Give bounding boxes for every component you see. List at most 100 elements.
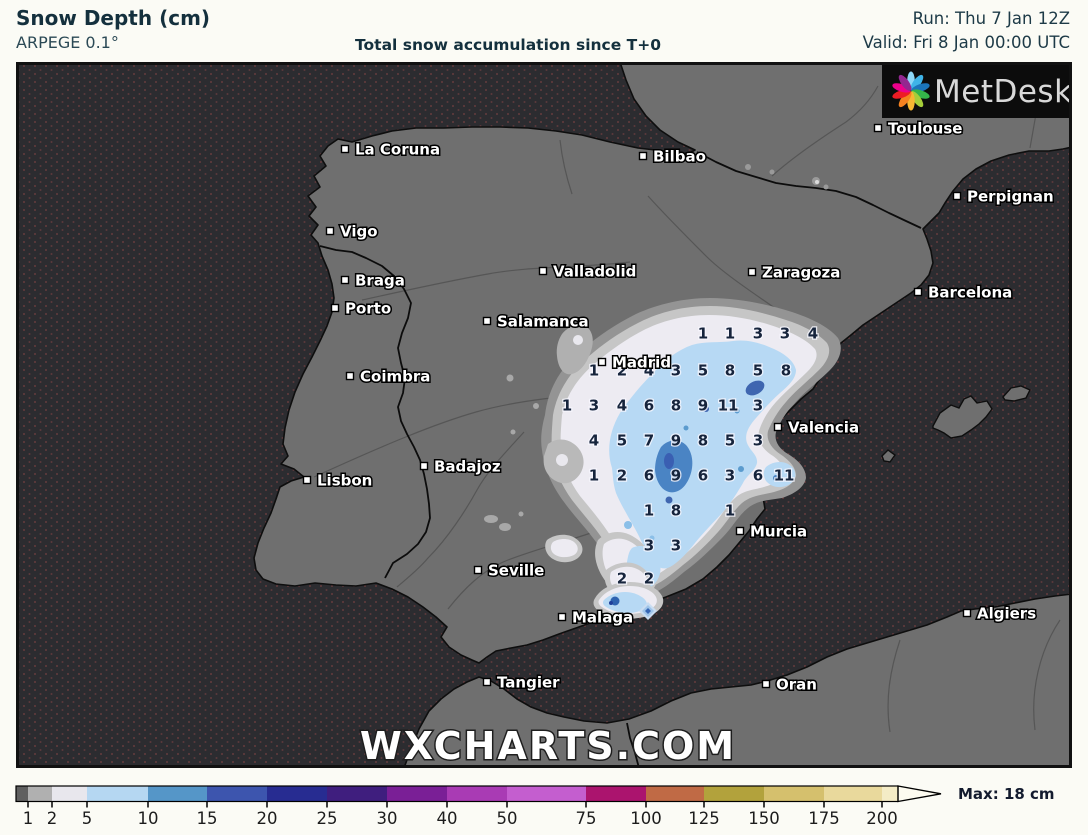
legend-tick-labels: 1 2 5 10 15 20 25 30 40 50 75 100 125 150 175 200	[23, 809, 898, 828]
legend-tick-label: 175	[808, 809, 840, 828]
snow-value: 7	[644, 432, 654, 450]
snow-value: 6	[644, 397, 654, 415]
snow-value: 2	[617, 467, 627, 485]
header: Snow Depth (cm) ARPEGE 0.1° Total snow a…	[0, 0, 1088, 62]
city-marker	[345, 371, 355, 381]
legend-segment	[824, 786, 882, 802]
snow-value: 6	[644, 467, 654, 485]
legend-tick-label: 2	[47, 809, 58, 828]
city-marker	[952, 191, 962, 201]
snow-band-15cm	[655, 440, 693, 493]
snow-value: 1	[725, 502, 735, 520]
pinwheel-petal	[910, 74, 924, 91]
legend-segment	[52, 786, 87, 802]
border-morocco-algeria	[626, 722, 640, 768]
city-label: Murcia	[750, 523, 807, 541]
city-label: Porto	[345, 300, 391, 318]
city-marker	[873, 123, 883, 133]
legend-segment	[447, 786, 507, 802]
snow-value: 6	[753, 467, 763, 485]
snow-value: 1	[644, 502, 654, 520]
valid-time: Valid: Fri 8 Jan 00:00 UTC	[862, 33, 1070, 52]
snow-core-18cm	[664, 453, 674, 469]
snow-value: 5	[753, 362, 763, 380]
watermark: WXCHARTS.COM	[360, 724, 736, 768]
snow-value: 1	[698, 325, 708, 343]
city-marker	[761, 679, 771, 689]
city-marker	[597, 357, 607, 367]
city-marker	[419, 461, 429, 471]
pinwheel-petal	[898, 74, 912, 91]
snow-value: 2	[617, 362, 627, 380]
city-label: Oran	[776, 676, 817, 694]
snow-value: 1	[562, 397, 572, 415]
city-label: Vigo	[340, 223, 378, 241]
snow-value: 6	[698, 467, 708, 485]
legend-segment	[704, 786, 764, 802]
run-time: Run: Thu 7 Jan 12Z	[912, 9, 1070, 28]
snow-value: 11	[774, 467, 795, 485]
snow-value: 4	[808, 325, 818, 343]
legend-tick-label: 200	[866, 809, 898, 828]
snow-value: 3	[671, 362, 681, 380]
city-label: Malaga	[572, 609, 633, 627]
legend-segment	[507, 786, 586, 802]
legend-tick-label: 50	[497, 809, 518, 828]
snow-value-labels: 1 1 3 3 41 2 4 3 5 8 5 81 3 4 6 8 9 11 34 5 7 9 8 5 31 2 6 9 6 3 6 111 8…	[561, 323, 820, 589]
city-label: La Coruna	[355, 141, 440, 159]
pinwheel-petal	[911, 89, 930, 99]
legend-segment	[327, 786, 387, 802]
snow-value: 3	[753, 432, 763, 450]
city-marker	[735, 526, 745, 536]
legend-segment	[267, 786, 327, 802]
border-spain-france	[696, 151, 922, 229]
snow-value: 11	[718, 397, 739, 415]
legend-tick-label: 15	[197, 809, 218, 828]
legend-segment	[148, 786, 207, 802]
city-marker	[913, 287, 923, 297]
legend-tick-label: 25	[317, 809, 338, 828]
legend-segment	[16, 786, 28, 802]
legend-segment	[87, 786, 148, 802]
city-label: Zaragoza	[762, 264, 840, 282]
city-label: Madrid	[612, 354, 671, 372]
snow-value: 8	[671, 397, 681, 415]
legend-tick-label: 30	[377, 809, 398, 828]
snow-value: 3	[780, 325, 790, 343]
accumulation-subtitle: Total snow accumulation since T+0	[354, 36, 662, 54]
legend-tick-label: 100	[630, 809, 662, 828]
city-marker	[473, 565, 483, 575]
weather-map: 1 1 3 3 41 2 4 3 5 8 5 81 3 4 6 8 9 11 34 5 7 9 8 5 31 2 6 9 6 3 6 111 8…	[16, 62, 1072, 768]
city-marker	[538, 266, 548, 276]
legend-arrow-icon	[897, 785, 942, 803]
snow-value: 5	[698, 362, 708, 380]
pinwheel-petal	[898, 91, 912, 108]
snow-value: 3	[725, 467, 735, 485]
snow-value: 1	[725, 325, 735, 343]
metdesk-logo-text: MetDesk	[934, 74, 1072, 110]
city-marker	[557, 612, 567, 622]
city-marker	[482, 677, 492, 687]
snow-value: 2	[644, 570, 654, 588]
run-valid-info: Run: Thu 7 Jan 12Z Valid: Fri 8 Jan 00:0…	[863, 7, 1070, 55]
city-label: Tangier	[497, 674, 560, 692]
max-value-label: Max: 18 cm	[958, 785, 1055, 803]
legend-tick-label: 75	[576, 809, 597, 828]
city-label: Coimbra	[360, 368, 430, 386]
land-africa	[403, 593, 1072, 768]
city-marker	[340, 144, 350, 154]
legend-tick-label: 5	[82, 809, 93, 828]
snow-value: 3	[671, 537, 681, 555]
legend-segment	[586, 786, 646, 802]
snow-value: 1	[589, 362, 599, 380]
snow-field	[484, 164, 841, 620]
border-spain-portugal	[319, 245, 431, 579]
city-marker	[482, 316, 492, 326]
legend-segment	[387, 786, 447, 802]
pinwheel-petal	[892, 83, 911, 93]
snow-value: 8	[725, 362, 735, 380]
snow-value: 2	[617, 570, 627, 588]
city-label: Perpignan	[967, 188, 1054, 206]
legend-tick-label: 10	[138, 809, 159, 828]
snow-value: 8	[671, 502, 681, 520]
